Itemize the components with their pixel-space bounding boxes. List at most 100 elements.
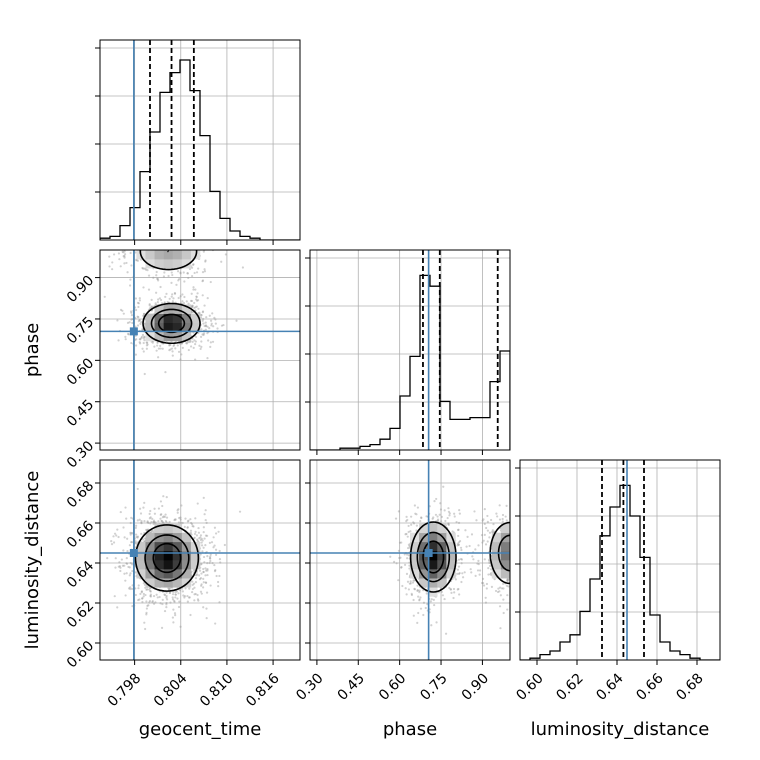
sample-point xyxy=(178,600,181,603)
sample-point xyxy=(196,538,199,541)
sample-point xyxy=(136,519,139,522)
sample-point xyxy=(202,555,206,559)
sample-point xyxy=(164,225,166,227)
sample-point xyxy=(456,588,459,591)
sample-point xyxy=(143,501,146,504)
density-cell xyxy=(154,569,164,579)
sample-point xyxy=(159,344,162,347)
sample-point xyxy=(123,228,125,230)
sample-point xyxy=(163,247,165,249)
sample-point xyxy=(459,557,463,561)
sample-point xyxy=(153,345,156,348)
sample-point xyxy=(150,306,153,309)
sample-point xyxy=(135,533,138,536)
sample-point xyxy=(412,598,415,602)
sample-point xyxy=(409,582,412,585)
sample-point xyxy=(160,298,163,302)
density-cell xyxy=(446,541,456,552)
sample-point xyxy=(168,591,172,594)
sample-point xyxy=(161,240,163,242)
sample-point xyxy=(507,585,510,588)
sample-point xyxy=(175,283,178,286)
sample-point xyxy=(511,555,513,557)
sample-point xyxy=(220,260,223,263)
sample-point xyxy=(113,532,117,535)
sample-point xyxy=(184,587,187,590)
sample-point xyxy=(138,319,141,322)
sample-point xyxy=(511,565,513,567)
sample-point xyxy=(131,317,134,321)
sample-point xyxy=(213,526,217,529)
sample-point xyxy=(521,543,523,545)
density-cell xyxy=(172,578,183,588)
sample-point xyxy=(198,311,201,314)
sample-point xyxy=(126,549,129,553)
sample-point xyxy=(183,243,185,245)
sample-point xyxy=(136,242,138,244)
sample-point xyxy=(200,544,204,547)
sample-point xyxy=(141,597,144,600)
sample-point xyxy=(525,549,527,551)
sample-point xyxy=(513,515,515,517)
sample-point xyxy=(140,336,143,340)
sample-point xyxy=(142,286,145,289)
sample-point xyxy=(419,607,423,610)
sample-point xyxy=(202,322,205,325)
x-tick-label: 0.75 xyxy=(417,670,450,703)
density-cell xyxy=(172,560,183,570)
density-cell xyxy=(437,541,447,552)
sample-point xyxy=(210,324,213,327)
sample-point xyxy=(457,543,460,546)
sample-point xyxy=(204,325,208,328)
sample-point xyxy=(160,233,162,235)
sample-point xyxy=(224,253,227,256)
sample-point xyxy=(154,247,156,249)
sample-point xyxy=(488,561,491,564)
sample-point xyxy=(197,307,200,310)
sample-point xyxy=(191,580,194,583)
sample-point xyxy=(169,587,172,590)
sample-point xyxy=(148,246,150,248)
sample-point xyxy=(410,515,413,518)
sample-point xyxy=(216,580,220,584)
sample-point xyxy=(172,229,174,231)
sample-point xyxy=(142,582,145,585)
sample-point xyxy=(394,517,398,520)
sample-point xyxy=(499,586,502,589)
sample-point xyxy=(482,539,485,542)
sample-point xyxy=(206,325,209,328)
sample-point xyxy=(213,316,216,320)
sample-point xyxy=(136,233,138,235)
sample-point xyxy=(165,521,168,524)
sample-point xyxy=(516,542,518,544)
x-tick-label: 0.62 xyxy=(553,670,586,703)
sample-point xyxy=(205,617,208,620)
sample-point xyxy=(150,245,152,247)
sample-point xyxy=(457,521,461,524)
sample-point xyxy=(171,350,174,353)
sample-point xyxy=(131,587,134,590)
sample-point xyxy=(514,552,516,554)
sample-point xyxy=(192,263,195,266)
sample-point xyxy=(142,312,146,315)
sample-point xyxy=(188,587,191,590)
sample-point xyxy=(201,550,204,553)
sample-point xyxy=(145,341,148,344)
y-tick-label: 0.30 xyxy=(64,438,97,471)
sample-point xyxy=(170,240,172,242)
sample-point xyxy=(515,586,517,588)
sample-point xyxy=(170,347,174,350)
sample-point xyxy=(141,538,145,541)
sample-point xyxy=(171,273,174,277)
sample-point xyxy=(202,496,205,499)
sample-point xyxy=(424,606,427,610)
sample-point xyxy=(164,371,167,374)
sample-point xyxy=(413,504,416,507)
sample-point xyxy=(405,515,408,518)
sample-point xyxy=(129,278,132,281)
sample-point xyxy=(200,584,203,587)
sample-point xyxy=(148,599,152,603)
sample-point xyxy=(183,596,186,599)
sample-point xyxy=(195,298,198,301)
sample-point xyxy=(412,522,416,525)
